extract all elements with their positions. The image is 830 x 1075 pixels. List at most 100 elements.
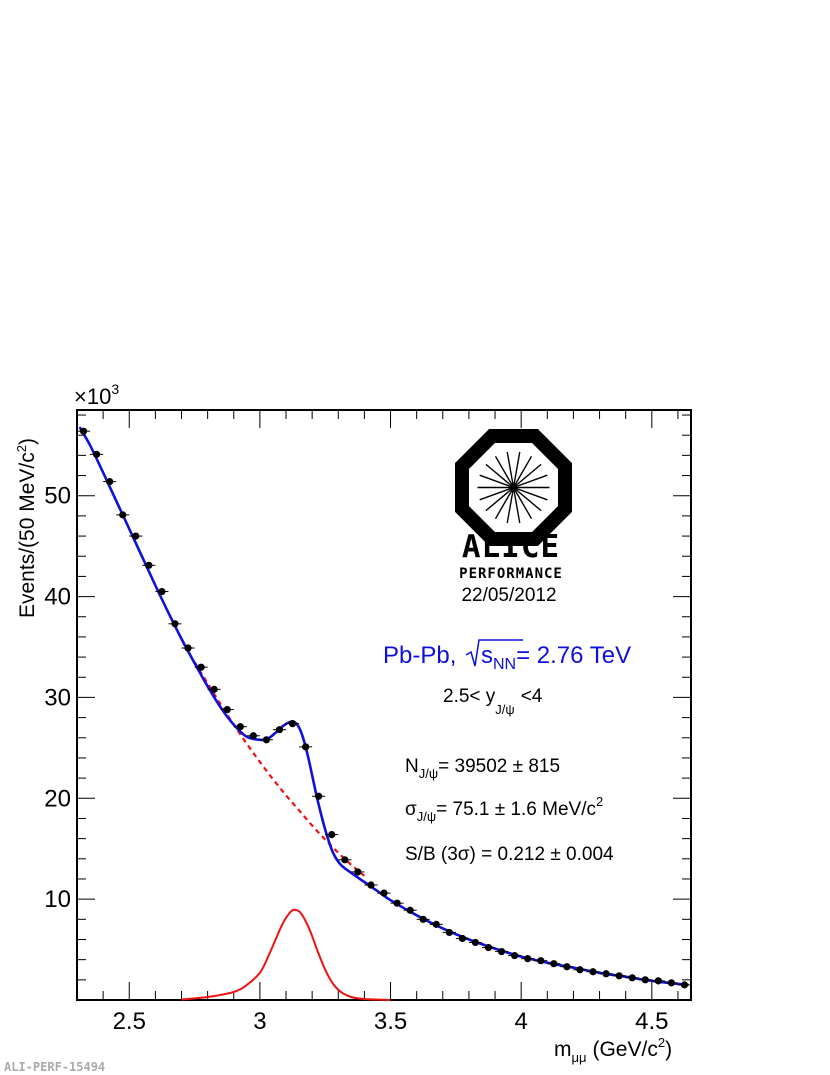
- data-point: [129, 532, 143, 540]
- data-point: [521, 955, 535, 963]
- data-marker: [210, 685, 218, 693]
- alice-logo-word: ALICE: [462, 529, 560, 565]
- data-point: [259, 736, 273, 744]
- data-marker: [393, 899, 401, 907]
- data-point: [103, 478, 117, 486]
- data-point: [442, 928, 456, 937]
- x-tick-label: 4: [514, 1008, 527, 1035]
- data-point: [220, 705, 234, 714]
- data-point: [155, 587, 169, 596]
- data-marker: [484, 943, 493, 952]
- x-axis-title: mμμ (GeV/c2): [554, 1035, 672, 1065]
- logo-spoke: [512, 487, 533, 520]
- y-tick-label: 50: [44, 483, 71, 510]
- data-point: [194, 663, 208, 671]
- y-multiplier: ×103: [74, 381, 119, 409]
- x-tick-label: 4.5: [635, 1008, 668, 1035]
- data-marker: [79, 427, 88, 435]
- data-marker: [576, 966, 584, 974]
- data-marker: [223, 705, 231, 714]
- data-point: [468, 938, 482, 947]
- x-axis-title-sup: 2: [658, 1035, 665, 1050]
- y-tick-label: 30: [44, 684, 71, 711]
- data-marker: [654, 977, 662, 985]
- plot-frame: [76, 409, 692, 1001]
- collision-energy-text: sNN= 2.76 TeV: [481, 642, 631, 673]
- data-point: [416, 915, 430, 923]
- logo-spoke: [506, 451, 515, 488]
- rapidity-pre: 2.5< y: [443, 686, 496, 707]
- logo-spoke: [512, 455, 533, 488]
- data-marker: [432, 920, 440, 928]
- logo-spoke: [513, 474, 548, 489]
- data-point: [638, 976, 652, 984]
- data-point: [625, 974, 639, 982]
- data-point: [246, 732, 260, 740]
- axis-ticks: [76, 410, 691, 1000]
- signal-to-background: S/B (3σ) = 0.212 ± 0.004: [405, 844, 614, 865]
- data-marker: [563, 963, 571, 971]
- footer-id: ALI-PERF-15494: [4, 1060, 105, 1074]
- n-jpsi-value: = 39502 ± 815: [438, 756, 560, 777]
- collision-system-main: Pb-Pb,: [383, 642, 456, 669]
- data-point: [272, 726, 287, 734]
- y-tick-label: 20: [44, 785, 71, 812]
- data-marker: [158, 587, 166, 596]
- logo-spoke: [485, 463, 514, 489]
- y-axis-title: Events/(50 MeV/c2): [14, 438, 39, 618]
- total-fit-curve: [78, 426, 689, 987]
- data-marker: [537, 957, 545, 965]
- data-point: [560, 963, 574, 971]
- data-point: [586, 968, 600, 976]
- data-marker: [680, 981, 689, 989]
- data-point: [508, 952, 522, 960]
- y-axis-title-main: Events/(50 MeV/c: [16, 452, 39, 618]
- data-point: [377, 889, 391, 897]
- alice-logo-date: 22/05/2012: [461, 585, 556, 606]
- data-point: [573, 966, 587, 974]
- data-marker: [328, 830, 336, 839]
- logo-spoke: [512, 451, 521, 488]
- data-marker: [145, 561, 153, 569]
- data-marker: [406, 906, 414, 914]
- data-point: [116, 511, 130, 519]
- x-tick-label: 2.5: [113, 1008, 146, 1035]
- data-marker: [589, 968, 597, 976]
- data-marker: [367, 881, 375, 889]
- data-point: [429, 920, 443, 928]
- data-marker: [445, 928, 453, 937]
- logo-spoke: [513, 486, 548, 501]
- data-point: [351, 868, 365, 876]
- data-points: [77, 427, 691, 989]
- data-marker: [236, 723, 244, 731]
- data-marker: [249, 732, 257, 740]
- sigma-jpsi-main: σ: [405, 799, 417, 820]
- logo-spoke: [512, 487, 521, 524]
- data-marker: [667, 979, 676, 987]
- data-marker: [615, 972, 623, 980]
- data-marker: [275, 726, 284, 734]
- data-marker: [471, 938, 480, 947]
- x-tick-label: 3.5: [374, 1008, 407, 1035]
- background-fit-curve: [193, 661, 366, 877]
- rapidity-range: 2.5< yJ/ψ <4: [443, 686, 543, 717]
- data-point: [312, 792, 326, 800]
- data-marker: [171, 620, 179, 628]
- data-point: [612, 972, 626, 980]
- data-marker: [628, 974, 636, 982]
- data-point: [481, 943, 496, 952]
- x-axis-title-unit: (GeV/c: [592, 1038, 657, 1061]
- data-marker: [419, 915, 427, 923]
- data-point: [168, 620, 182, 628]
- x-axis-title-end: ): [665, 1038, 672, 1061]
- logo-spoke: [506, 487, 515, 524]
- data-marker: [262, 736, 271, 744]
- y-axis-title-end: ): [16, 438, 39, 445]
- data-point: [142, 561, 156, 569]
- rapidity-post: <4: [521, 686, 543, 707]
- logo-spoke: [479, 474, 514, 489]
- sigma-jpsi: σJ/ψ= 75.1 ± 1.6 MeV/c2: [405, 794, 603, 824]
- data-point: [77, 427, 91, 435]
- data-point: [233, 723, 247, 731]
